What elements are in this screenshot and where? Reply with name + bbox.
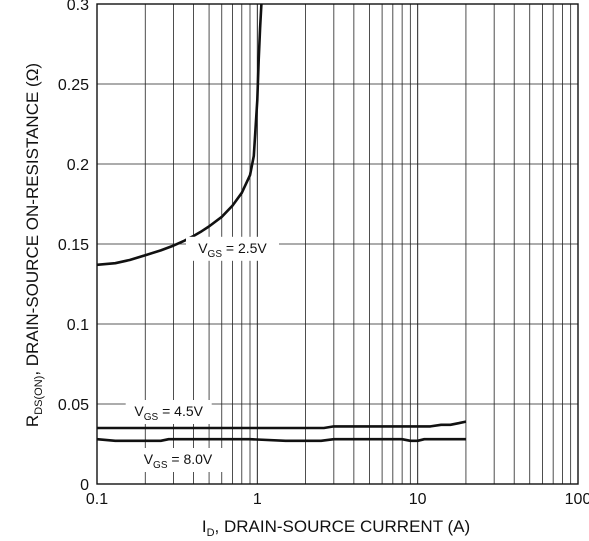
tick-labels: 0.1 1 10 100 0 0.05 0.1 0.15 0.2 0.25 0.3 bbox=[58, 0, 589, 508]
series-line-1 bbox=[96, 3, 263, 267]
series-label-3: VGS = 8.0V bbox=[144, 451, 213, 471]
plot-frame bbox=[96, 3, 579, 485]
y-axis-title: RDS(ON), DRAIN-SOURCE ON-RESISTANCE (Ω) bbox=[23, 63, 45, 427]
series-label-backdrop bbox=[185, 236, 279, 261]
grid-lines bbox=[97, 4, 578, 484]
series-label-1: VGS = 2.5V bbox=[198, 240, 267, 260]
series-label-2: VGS = 4.5V bbox=[134, 403, 203, 423]
y-tick-label: 0.15 bbox=[58, 237, 89, 254]
x-tick-label: 1 bbox=[253, 491, 262, 508]
y-tick-label: 0.1 bbox=[67, 317, 89, 334]
series-labels: VGS = 2.5V VGS = 4.5V VGS = 8.0V bbox=[125, 236, 279, 472]
y-tick-label: 0 bbox=[80, 477, 89, 494]
series-line-2 bbox=[97, 420, 467, 430]
series-label-backdrop bbox=[125, 400, 212, 424]
y-tick-label: 0.3 bbox=[67, 0, 89, 14]
series-curves bbox=[96, 3, 467, 443]
x-tick-label: 0.1 bbox=[86, 491, 108, 508]
y-tick-label: 0.2 bbox=[67, 157, 89, 174]
x-tick-label: 10 bbox=[409, 491, 427, 508]
x-axis-title: ID, DRAIN-SOURCE CURRENT (A) bbox=[202, 517, 470, 539]
x-tick-label: 100 bbox=[565, 491, 589, 508]
y-tick-label: 0.25 bbox=[58, 77, 89, 94]
series-line-3 bbox=[96, 437, 466, 443]
series-label-backdrop bbox=[131, 448, 224, 472]
y-tick-label: 0.05 bbox=[58, 397, 89, 414]
